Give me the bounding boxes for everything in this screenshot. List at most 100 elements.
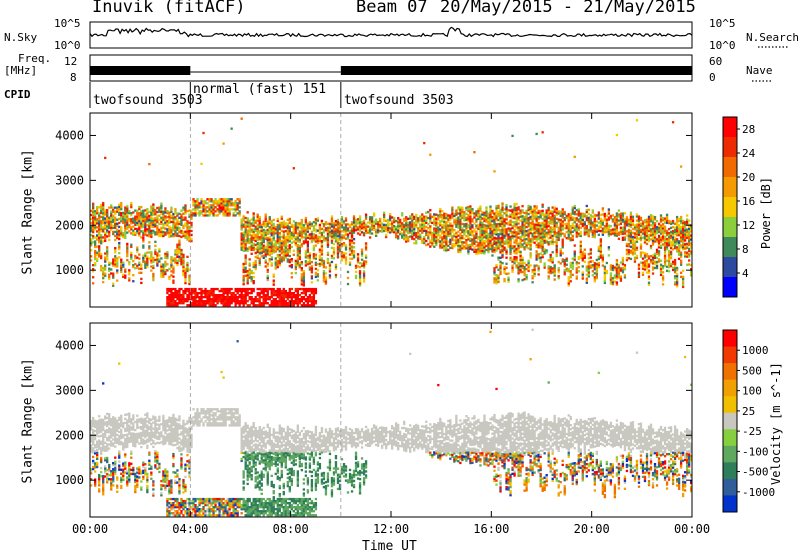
power-cell bbox=[124, 230, 127, 233]
power-cell bbox=[348, 239, 352, 242]
power-cell bbox=[527, 259, 530, 262]
power-cell bbox=[128, 209, 131, 213]
power-cell bbox=[250, 298, 253, 301]
power-cell bbox=[242, 264, 245, 268]
power-cell bbox=[563, 262, 566, 266]
power-cell bbox=[154, 219, 157, 222]
power-cell bbox=[533, 223, 536, 226]
power-cell bbox=[589, 216, 592, 219]
power-cell bbox=[597, 261, 600, 265]
power-cell bbox=[216, 298, 219, 301]
power-cell bbox=[228, 210, 231, 213]
power-cell bbox=[200, 200, 203, 203]
power-cell bbox=[224, 298, 227, 301]
power-cell bbox=[148, 162, 151, 166]
power-cell bbox=[232, 212, 235, 215]
power-cell bbox=[206, 296, 209, 299]
power-cell bbox=[421, 239, 424, 242]
power-cell bbox=[447, 220, 450, 223]
power-cell bbox=[164, 270, 167, 274]
power-cell bbox=[322, 276, 326, 279]
power-cell bbox=[92, 214, 95, 218]
power-cell bbox=[513, 223, 516, 226]
power-cell bbox=[264, 300, 267, 303]
power-cell bbox=[577, 212, 580, 215]
power-cell bbox=[312, 302, 316, 305]
power-cell bbox=[497, 245, 500, 248]
power-cell bbox=[174, 234, 177, 237]
power-cell bbox=[138, 207, 141, 211]
power-cell bbox=[170, 226, 173, 230]
power-cell bbox=[270, 300, 273, 303]
power-cell bbox=[615, 216, 619, 219]
power-cell bbox=[459, 244, 462, 248]
power-cell bbox=[407, 221, 410, 225]
power-cell bbox=[174, 228, 177, 231]
power-cell bbox=[545, 249, 548, 252]
power-cell bbox=[304, 256, 308, 259]
power-cell bbox=[294, 293, 297, 297]
power-cell bbox=[306, 240, 310, 243]
power-cell bbox=[489, 209, 492, 212]
power-cell bbox=[172, 271, 175, 274]
power-cell bbox=[591, 223, 594, 226]
power-cell bbox=[585, 277, 588, 280]
power-cell bbox=[360, 221, 364, 224]
power-cell bbox=[429, 213, 432, 216]
power-cell bbox=[539, 240, 542, 243]
power-cell bbox=[96, 210, 99, 213]
power-cell bbox=[212, 289, 215, 293]
power-cell bbox=[549, 228, 552, 231]
power-cell bbox=[304, 304, 308, 307]
power-cell bbox=[543, 262, 546, 265]
power-cell bbox=[382, 225, 386, 229]
power-cell bbox=[613, 234, 617, 237]
power-cell bbox=[140, 277, 143, 281]
power-cell bbox=[240, 117, 243, 120]
power-cell bbox=[501, 236, 504, 240]
power-cell bbox=[495, 204, 498, 208]
power-cell bbox=[497, 237, 500, 240]
power-cell bbox=[112, 230, 115, 234]
power-cell bbox=[152, 256, 155, 259]
power-cell bbox=[264, 221, 267, 224]
power-cell bbox=[90, 213, 93, 217]
power-cell bbox=[342, 252, 346, 255]
power-cell bbox=[503, 234, 506, 237]
power-cell bbox=[100, 203, 103, 207]
power-cell bbox=[188, 233, 191, 237]
power-cell bbox=[545, 209, 548, 212]
power-cell bbox=[262, 296, 265, 299]
power-cell bbox=[256, 233, 259, 237]
power-cell bbox=[170, 302, 173, 305]
power-cell bbox=[168, 227, 171, 230]
power-cell bbox=[94, 220, 97, 223]
power-cell bbox=[555, 244, 558, 247]
power-cell bbox=[431, 237, 434, 241]
power-cell bbox=[493, 248, 496, 252]
power-cell bbox=[240, 248, 243, 251]
power-cell bbox=[294, 298, 297, 301]
power-cell bbox=[144, 225, 147, 228]
power-cell bbox=[306, 242, 310, 245]
power-cell bbox=[481, 235, 484, 238]
power-cell bbox=[386, 222, 390, 226]
power-cell bbox=[182, 208, 185, 211]
power-cell bbox=[336, 226, 340, 230]
power-cell bbox=[439, 246, 442, 249]
power-cell bbox=[519, 252, 522, 256]
power-cell bbox=[625, 256, 629, 260]
power-cell bbox=[204, 212, 207, 215]
power-cell bbox=[298, 263, 301, 267]
power-cell bbox=[439, 212, 442, 215]
power-cell bbox=[256, 219, 259, 222]
power-cell bbox=[170, 296, 173, 299]
power-cell bbox=[597, 213, 600, 216]
power-cell bbox=[541, 211, 544, 214]
power-cell bbox=[342, 236, 346, 239]
power-cell bbox=[469, 213, 472, 216]
power-cell bbox=[495, 282, 498, 285]
power-cell bbox=[625, 220, 629, 223]
power-cell bbox=[591, 274, 594, 277]
power-cell bbox=[427, 216, 430, 220]
